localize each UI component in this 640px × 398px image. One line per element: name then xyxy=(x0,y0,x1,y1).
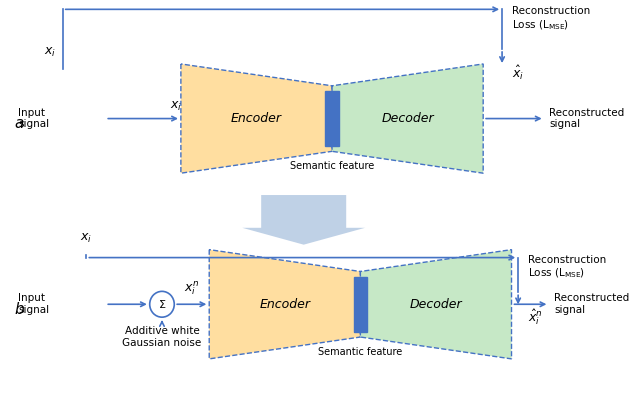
Text: $\hat{x}_i$: $\hat{x}_i$ xyxy=(511,64,524,82)
Text: Decoder: Decoder xyxy=(410,298,462,311)
Text: Reconstruction
Loss (L$_{\mathrm{MSE}}$): Reconstruction Loss (L$_{\mathrm{MSE}}$) xyxy=(511,6,590,32)
Text: $\hat{x}_i^n$: $\hat{x}_i^n$ xyxy=(527,307,542,327)
Text: Encoder: Encoder xyxy=(231,112,282,125)
Bar xyxy=(354,277,367,332)
Text: Decoder: Decoder xyxy=(381,112,434,125)
Text: Reconstructed
signal: Reconstructed signal xyxy=(549,108,625,129)
Text: $x_i^n$: $x_i^n$ xyxy=(184,280,200,297)
Circle shape xyxy=(150,291,174,317)
Text: Semantic feature: Semantic feature xyxy=(318,347,403,357)
Text: $x_i$: $x_i$ xyxy=(81,232,92,245)
Text: Input
signal: Input signal xyxy=(19,108,49,129)
Text: Σ: Σ xyxy=(159,300,166,310)
Polygon shape xyxy=(360,250,511,359)
Text: $x_i$: $x_i$ xyxy=(170,100,182,113)
Text: Additive white
Gaussian noise: Additive white Gaussian noise xyxy=(122,326,202,348)
Text: Semantic feature: Semantic feature xyxy=(290,161,374,171)
Text: Input
signal: Input signal xyxy=(19,293,49,315)
Polygon shape xyxy=(332,64,483,173)
Polygon shape xyxy=(209,250,360,359)
Text: Reconstructed
signal: Reconstructed signal xyxy=(554,293,629,315)
Polygon shape xyxy=(243,195,365,245)
Bar xyxy=(325,91,339,146)
Text: Encoder: Encoder xyxy=(259,298,310,311)
Text: b: b xyxy=(15,302,24,317)
Text: a: a xyxy=(15,116,24,131)
Polygon shape xyxy=(181,64,332,173)
Text: Reconstruction
Loss (L$_{\mathrm{MSE}}$): Reconstruction Loss (L$_{\mathrm{MSE}}$) xyxy=(527,255,606,280)
Text: $x_i$: $x_i$ xyxy=(44,46,56,59)
